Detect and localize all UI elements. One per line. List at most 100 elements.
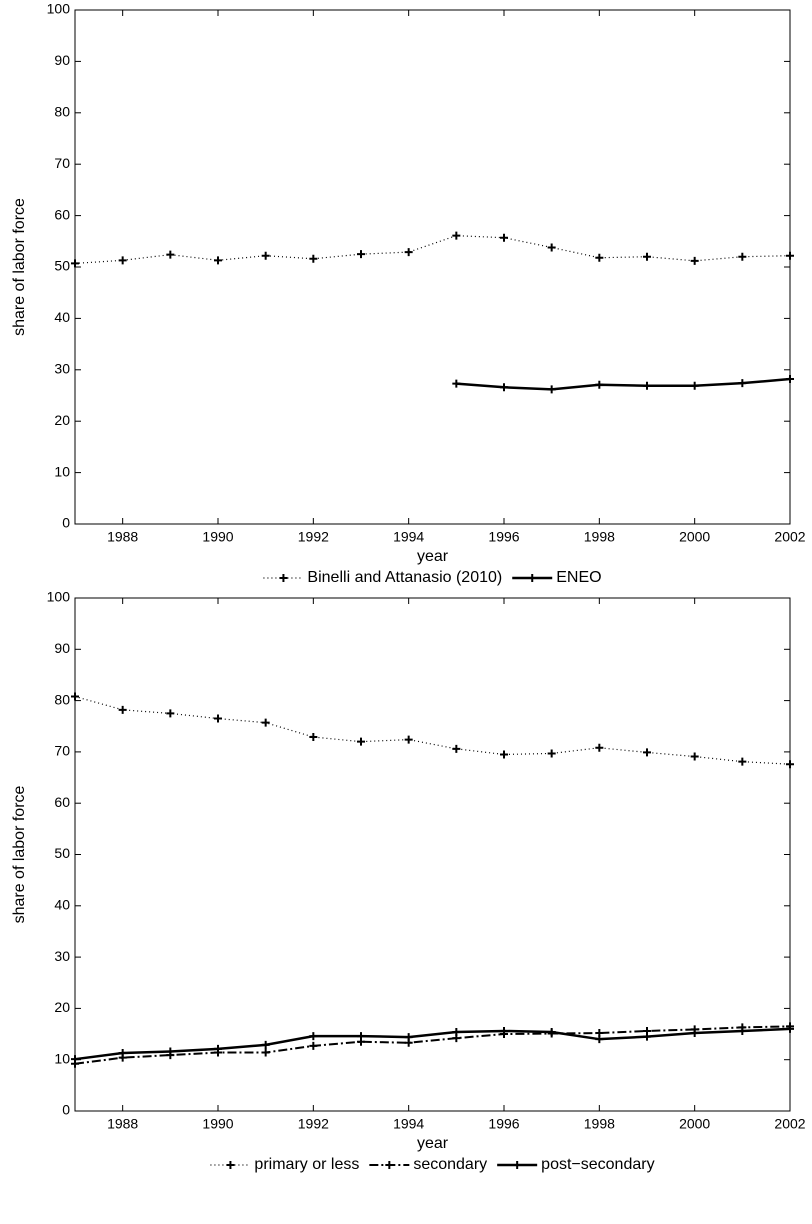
point-marker bbox=[214, 1044, 222, 1053]
y-tick-label: 40 bbox=[54, 309, 70, 325]
point-marker bbox=[690, 1029, 699, 1038]
legend-marker bbox=[279, 574, 288, 582]
chart: 0 10 20 30 40 50 60 70 80 90 100 1988 1990 1992 1994 19… bbox=[11, 1, 806, 587]
y-tick-label: 30 bbox=[54, 361, 70, 377]
point-marker bbox=[404, 735, 413, 744]
point-marker bbox=[786, 251, 794, 260]
point-marker bbox=[452, 1028, 461, 1036]
point-marker bbox=[357, 737, 365, 746]
x-axis-label: year bbox=[417, 548, 449, 565]
point-marker bbox=[643, 252, 651, 261]
point-marker bbox=[261, 1040, 270, 1049]
x-tick-label: 1988 bbox=[107, 529, 138, 545]
x-tick-label: 1998 bbox=[584, 529, 615, 545]
point-marker bbox=[786, 1024, 794, 1033]
point-marker bbox=[547, 1028, 556, 1036]
y-tick-label: 30 bbox=[54, 948, 70, 964]
legend-label: Binelli and Attanasio (2010) bbox=[307, 569, 502, 586]
y-tick-label: 50 bbox=[54, 845, 70, 861]
legend-label: ENEO bbox=[556, 569, 601, 586]
y-tick-label: 70 bbox=[54, 743, 70, 759]
x-tick-label: 1996 bbox=[488, 1116, 519, 1132]
point-marker bbox=[786, 760, 794, 769]
x-tick-label: 2000 bbox=[679, 1116, 710, 1132]
plot-area bbox=[74, 9, 791, 525]
y-tick-label: 80 bbox=[54, 691, 70, 707]
x-tick-label: 2000 bbox=[679, 529, 710, 545]
legend-marker bbox=[528, 574, 537, 582]
point-marker bbox=[643, 1032, 651, 1041]
point-marker bbox=[452, 379, 461, 388]
point-marker bbox=[595, 253, 604, 262]
point-marker bbox=[71, 259, 79, 268]
x-tick-label: 1992 bbox=[298, 1116, 329, 1132]
point-marker bbox=[452, 231, 461, 240]
legend: Binelli and Attanasio (2010) ENEO bbox=[263, 569, 602, 586]
point-marker bbox=[500, 233, 508, 242]
legend-label: post−secondary bbox=[541, 1156, 654, 1173]
y-axis-label: share of labor force bbox=[11, 785, 28, 923]
point-marker bbox=[643, 748, 651, 757]
point-marker bbox=[71, 692, 79, 701]
legend-marker bbox=[513, 1161, 522, 1169]
series-line bbox=[456, 377, 791, 391]
legend-marker bbox=[385, 1161, 394, 1169]
point-marker bbox=[690, 256, 699, 265]
x-tick-label: 1990 bbox=[202, 529, 233, 545]
x-tick-label: 1996 bbox=[488, 529, 519, 545]
point-marker bbox=[786, 375, 794, 384]
point-marker bbox=[214, 714, 222, 723]
point-marker bbox=[595, 1035, 604, 1044]
point-marker bbox=[547, 749, 556, 758]
x-tick-label: 1992 bbox=[298, 529, 329, 545]
series-line bbox=[74, 695, 791, 765]
x-tick-label: 1988 bbox=[107, 1116, 138, 1132]
point-marker bbox=[404, 248, 413, 257]
point-marker bbox=[643, 381, 651, 390]
point-marker bbox=[357, 1032, 365, 1041]
point-marker bbox=[357, 250, 365, 259]
series-line bbox=[74, 1025, 791, 1065]
x-tick-label: 1994 bbox=[393, 529, 424, 545]
y-tick-label: 100 bbox=[47, 589, 71, 605]
point-marker bbox=[500, 1026, 508, 1035]
point-marker bbox=[261, 1048, 270, 1057]
point-marker bbox=[738, 1026, 747, 1035]
point-marker bbox=[309, 1041, 318, 1050]
point-marker bbox=[690, 381, 699, 390]
legend-label: secondary bbox=[413, 1156, 487, 1173]
point-marker bbox=[500, 750, 508, 759]
y-tick-label: 10 bbox=[54, 1050, 70, 1066]
legend-item: secondary bbox=[369, 1156, 487, 1173]
point-marker bbox=[690, 752, 699, 761]
point-marker bbox=[71, 1055, 79, 1064]
point-marker bbox=[309, 254, 318, 263]
y-tick-label: 90 bbox=[54, 52, 70, 68]
legend-item: primary or less bbox=[210, 1156, 359, 1173]
point-marker bbox=[309, 1032, 318, 1041]
y-axis-label: share of labor force bbox=[11, 198, 28, 336]
legend-item: ENEO bbox=[512, 569, 602, 586]
point-marker bbox=[738, 379, 747, 388]
point-marker bbox=[166, 250, 175, 259]
point-marker bbox=[166, 1047, 175, 1056]
point-marker bbox=[547, 243, 556, 252]
point-marker bbox=[452, 744, 461, 753]
point-marker bbox=[738, 252, 747, 261]
point-marker bbox=[595, 743, 604, 752]
point-marker bbox=[595, 380, 604, 389]
point-marker bbox=[166, 709, 175, 718]
point-marker bbox=[547, 385, 556, 394]
point-marker bbox=[500, 383, 508, 392]
y-tick-label: 10 bbox=[54, 463, 70, 479]
y-tick-label: 50 bbox=[54, 258, 70, 274]
point-marker bbox=[214, 256, 222, 265]
legend: primary or less secondary post−secondary bbox=[210, 1156, 655, 1173]
y-tick-label: 100 bbox=[47, 1, 71, 17]
x-tick-label: 1998 bbox=[584, 1116, 615, 1132]
point-marker bbox=[118, 256, 127, 265]
y-tick-label: 70 bbox=[54, 155, 70, 171]
point-marker bbox=[738, 757, 747, 766]
